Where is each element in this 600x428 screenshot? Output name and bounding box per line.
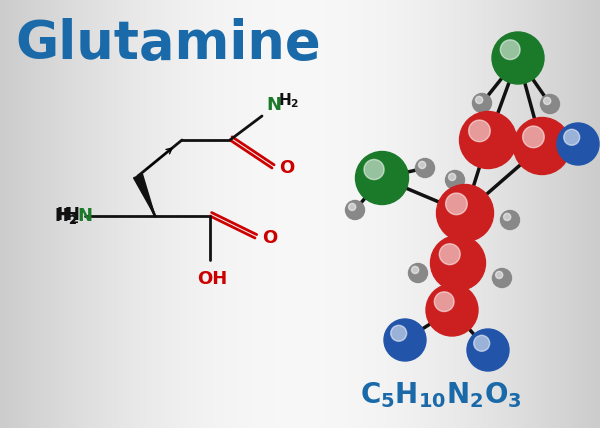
Circle shape xyxy=(557,123,599,165)
Circle shape xyxy=(445,170,464,190)
Circle shape xyxy=(478,339,505,367)
Circle shape xyxy=(473,93,491,113)
Circle shape xyxy=(505,45,539,79)
Circle shape xyxy=(450,175,463,187)
Text: N: N xyxy=(266,96,281,114)
Circle shape xyxy=(514,118,571,175)
Circle shape xyxy=(355,152,409,205)
Circle shape xyxy=(503,213,511,220)
Circle shape xyxy=(419,161,426,169)
Circle shape xyxy=(474,126,511,163)
Circle shape xyxy=(409,264,427,282)
Circle shape xyxy=(449,173,456,181)
Text: $\mathregular{H_2}$: $\mathregular{H_2}$ xyxy=(54,206,77,226)
Circle shape xyxy=(493,268,511,288)
Circle shape xyxy=(492,32,544,84)
Circle shape xyxy=(444,249,480,285)
Circle shape xyxy=(500,211,520,229)
Circle shape xyxy=(505,215,518,228)
Circle shape xyxy=(413,268,425,281)
Circle shape xyxy=(431,235,485,291)
Text: O: O xyxy=(279,159,294,177)
Circle shape xyxy=(523,126,544,148)
Circle shape xyxy=(412,266,419,273)
Circle shape xyxy=(528,132,565,169)
Circle shape xyxy=(426,284,478,336)
Circle shape xyxy=(568,134,595,161)
Text: O: O xyxy=(262,229,277,247)
Text: $\mathregular{H_2}$: $\mathregular{H_2}$ xyxy=(278,91,299,110)
Circle shape xyxy=(460,112,517,169)
Circle shape xyxy=(384,319,426,361)
Circle shape xyxy=(391,325,407,341)
Text: H: H xyxy=(65,206,79,224)
Circle shape xyxy=(434,292,454,312)
Text: $\mathregular{C_5H_{10}N_2O_3}$: $\mathregular{C_5H_{10}N_2O_3}$ xyxy=(360,380,522,410)
Circle shape xyxy=(541,95,560,113)
Text: N: N xyxy=(77,207,92,225)
Circle shape xyxy=(476,96,483,104)
Text: $\mathregular{H_2}$: $\mathregular{H_2}$ xyxy=(56,205,79,225)
Circle shape xyxy=(469,120,490,142)
Circle shape xyxy=(545,99,557,112)
Circle shape xyxy=(451,199,488,236)
Polygon shape xyxy=(134,174,155,216)
Circle shape xyxy=(415,158,434,178)
Text: Glutamine: Glutamine xyxy=(15,18,320,70)
Circle shape xyxy=(564,129,580,145)
Circle shape xyxy=(349,203,356,211)
Circle shape xyxy=(395,330,422,357)
Circle shape xyxy=(497,273,509,285)
Circle shape xyxy=(439,244,460,265)
Circle shape xyxy=(446,193,467,215)
Circle shape xyxy=(439,297,473,331)
Circle shape xyxy=(350,205,362,217)
Circle shape xyxy=(467,329,509,371)
Circle shape xyxy=(346,200,365,220)
Circle shape xyxy=(477,98,490,110)
Circle shape xyxy=(544,97,551,104)
Circle shape xyxy=(369,165,403,199)
Text: OH: OH xyxy=(197,270,227,288)
Circle shape xyxy=(364,160,384,180)
Circle shape xyxy=(496,271,503,279)
Circle shape xyxy=(437,184,494,241)
Circle shape xyxy=(474,335,490,351)
Circle shape xyxy=(420,163,433,175)
Circle shape xyxy=(500,40,520,59)
